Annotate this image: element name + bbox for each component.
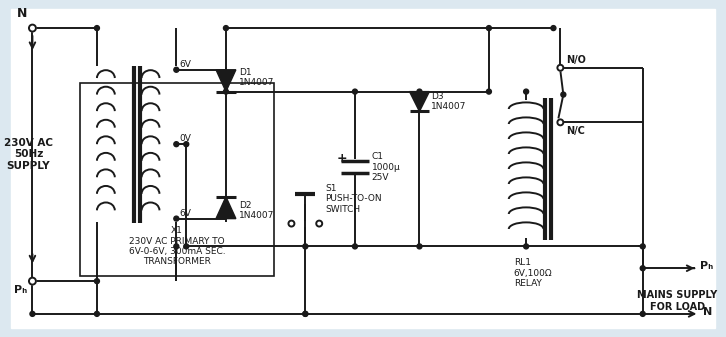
Circle shape (94, 279, 99, 284)
Polygon shape (216, 197, 236, 219)
Text: Pₕ: Pₕ (15, 285, 28, 295)
Text: MAINS SUPPLY
FOR LOAD: MAINS SUPPLY FOR LOAD (637, 290, 717, 312)
Circle shape (174, 142, 179, 147)
Circle shape (486, 89, 492, 94)
Text: Pₕ: Pₕ (701, 261, 714, 271)
Circle shape (184, 142, 189, 147)
Circle shape (224, 26, 229, 31)
Circle shape (352, 89, 357, 94)
Circle shape (303, 311, 308, 316)
Circle shape (303, 311, 308, 316)
Bar (80, 83, 274, 276)
Circle shape (317, 221, 322, 226)
Circle shape (417, 244, 422, 249)
Text: D2
1N4007: D2 1N4007 (239, 201, 274, 220)
Circle shape (417, 89, 422, 94)
Circle shape (523, 89, 529, 94)
Polygon shape (409, 92, 429, 112)
Circle shape (551, 26, 556, 31)
Circle shape (94, 26, 99, 31)
Circle shape (558, 119, 563, 125)
Text: D1
1N4007: D1 1N4007 (239, 68, 274, 87)
Circle shape (352, 244, 357, 249)
Text: 230V AC
50Hz
SUPPLY: 230V AC 50Hz SUPPLY (4, 137, 53, 171)
Circle shape (561, 92, 566, 97)
Circle shape (303, 244, 308, 249)
Circle shape (174, 216, 179, 221)
Text: D3
1N4007: D3 1N4007 (431, 92, 467, 111)
Text: N/O: N/O (566, 55, 586, 65)
Text: X1
230V AC PRIMARY TO
6V-0-6V, 300mA SEC.
TRANSFORMER: X1 230V AC PRIMARY TO 6V-0-6V, 300mA SEC… (129, 226, 225, 267)
Text: C1
1000μ
25V: C1 1000μ 25V (372, 152, 401, 182)
Text: 6V: 6V (179, 209, 191, 218)
Text: 0V: 0V (179, 134, 191, 143)
Text: RL1
6V,100Ω
RELAY: RL1 6V,100Ω RELAY (514, 258, 552, 288)
Circle shape (486, 26, 492, 31)
Text: N/C: N/C (566, 126, 585, 136)
Text: +: + (337, 152, 348, 164)
Circle shape (224, 89, 229, 94)
Circle shape (94, 311, 99, 316)
Polygon shape (216, 70, 236, 92)
Circle shape (640, 311, 645, 316)
Circle shape (30, 311, 35, 316)
Circle shape (640, 244, 645, 249)
Circle shape (523, 244, 529, 249)
Text: 6V: 6V (179, 60, 191, 69)
Circle shape (558, 65, 563, 71)
Circle shape (174, 244, 179, 249)
Circle shape (288, 221, 295, 226)
Circle shape (640, 266, 645, 271)
Text: S1
PUSH-TO-ON
SWITCH: S1 PUSH-TO-ON SWITCH (325, 184, 382, 214)
Circle shape (174, 67, 179, 72)
Text: N: N (17, 7, 28, 20)
Circle shape (184, 244, 189, 249)
Circle shape (29, 278, 36, 285)
Text: N: N (703, 307, 712, 317)
Circle shape (29, 25, 36, 32)
